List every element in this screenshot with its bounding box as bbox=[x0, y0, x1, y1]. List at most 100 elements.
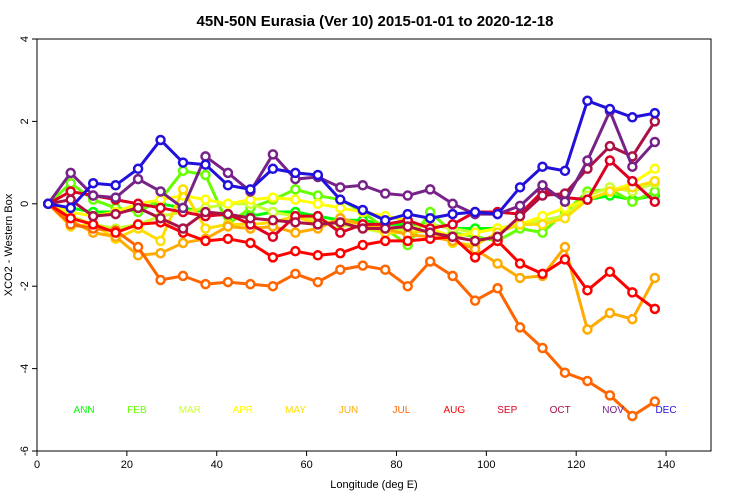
axis-ticks: 0 20 40 60 80 100 120 140 -6 -4 -2 0 2 4 bbox=[19, 36, 675, 471]
data-point bbox=[559, 165, 571, 177]
data-point bbox=[110, 227, 121, 238]
data-point bbox=[627, 196, 638, 207]
data-point bbox=[312, 276, 324, 288]
data-point bbox=[132, 241, 144, 253]
data-point bbox=[155, 235, 166, 247]
data-point bbox=[357, 260, 369, 271]
x-tick-label: 0 bbox=[34, 459, 40, 471]
y-tick-label: -4 bbox=[19, 364, 31, 374]
data-point bbox=[492, 258, 503, 269]
legend-label: JUN bbox=[339, 405, 358, 416]
data-point bbox=[514, 322, 526, 333]
data-point bbox=[469, 252, 481, 263]
data-point bbox=[357, 180, 369, 191]
data-point bbox=[42, 198, 54, 210]
x-tick-label: 140 bbox=[657, 459, 675, 471]
data-point bbox=[110, 180, 121, 191]
data-point bbox=[155, 202, 166, 214]
data-point bbox=[649, 116, 661, 127]
data-point bbox=[649, 196, 661, 207]
series-line bbox=[47, 202, 656, 311]
data-point bbox=[582, 155, 593, 166]
series-line bbox=[47, 109, 656, 216]
data-point bbox=[267, 280, 279, 292]
data-point bbox=[514, 200, 526, 212]
data-point bbox=[87, 210, 99, 222]
data-point bbox=[604, 390, 616, 401]
data-point bbox=[312, 250, 324, 261]
data-point bbox=[155, 194, 166, 205]
legend-label: MAY bbox=[285, 405, 306, 416]
data-point bbox=[492, 208, 503, 220]
data-point bbox=[200, 278, 211, 290]
data-point bbox=[222, 208, 234, 220]
data-point bbox=[87, 190, 99, 201]
x-tick-label: 60 bbox=[300, 459, 312, 471]
data-point bbox=[132, 202, 144, 214]
data-point bbox=[559, 212, 571, 224]
data-point bbox=[559, 367, 571, 378]
data-point bbox=[627, 287, 638, 298]
data-point bbox=[492, 231, 503, 243]
data-point bbox=[155, 134, 166, 146]
data-point bbox=[559, 196, 571, 207]
legend-label: OCT bbox=[550, 405, 571, 416]
data-point bbox=[155, 212, 166, 224]
data-point bbox=[514, 258, 526, 269]
data-point bbox=[582, 324, 593, 335]
legend-label: APR bbox=[232, 405, 253, 416]
data-point bbox=[627, 313, 638, 325]
data-point bbox=[155, 274, 166, 286]
data-point bbox=[87, 219, 99, 230]
series-line bbox=[47, 99, 656, 222]
data-point bbox=[335, 227, 346, 238]
data-point bbox=[649, 272, 661, 284]
data-point bbox=[379, 264, 391, 275]
x-axis-label: Longitude (deg E) bbox=[330, 479, 417, 491]
data-point bbox=[290, 245, 301, 257]
data-point bbox=[65, 212, 76, 224]
data-point bbox=[649, 186, 661, 197]
y-tick-label: -6 bbox=[19, 446, 31, 456]
data-point bbox=[65, 177, 76, 189]
y-tick-label: -2 bbox=[19, 281, 31, 291]
data-point bbox=[537, 342, 548, 354]
x-tick-label: 20 bbox=[121, 459, 133, 471]
series-group bbox=[42, 95, 661, 422]
x-tick-label: 80 bbox=[390, 459, 402, 471]
data-point bbox=[155, 186, 166, 197]
data-point bbox=[649, 107, 661, 119]
data-point bbox=[537, 210, 548, 222]
data-point bbox=[424, 227, 436, 238]
y-tick-label: 2 bbox=[19, 118, 31, 124]
data-point bbox=[357, 239, 369, 251]
data-point bbox=[402, 208, 413, 220]
data-point bbox=[267, 149, 279, 160]
data-point bbox=[604, 307, 616, 319]
data-point bbox=[200, 223, 211, 234]
y-tick-label: 4 bbox=[19, 36, 31, 42]
data-point bbox=[627, 161, 638, 172]
data-point bbox=[132, 219, 144, 230]
data-point bbox=[222, 233, 234, 245]
data-point bbox=[582, 194, 593, 205]
data-point bbox=[177, 165, 189, 177]
data-point bbox=[649, 175, 661, 187]
data-point bbox=[537, 219, 548, 230]
data-point bbox=[222, 221, 234, 232]
data-point bbox=[290, 167, 301, 179]
legend-label: FEB bbox=[127, 405, 147, 416]
data-point bbox=[514, 210, 526, 222]
data-point bbox=[222, 167, 234, 179]
data-point bbox=[402, 190, 413, 201]
data-point bbox=[65, 202, 76, 214]
data-point bbox=[267, 215, 279, 226]
data-point bbox=[335, 217, 346, 228]
data-point bbox=[357, 204, 369, 216]
data-point bbox=[514, 182, 526, 193]
data-point bbox=[335, 247, 346, 259]
data-point bbox=[469, 295, 481, 306]
series-dec bbox=[42, 95, 661, 226]
data-point bbox=[402, 235, 413, 247]
data-point bbox=[604, 140, 616, 152]
